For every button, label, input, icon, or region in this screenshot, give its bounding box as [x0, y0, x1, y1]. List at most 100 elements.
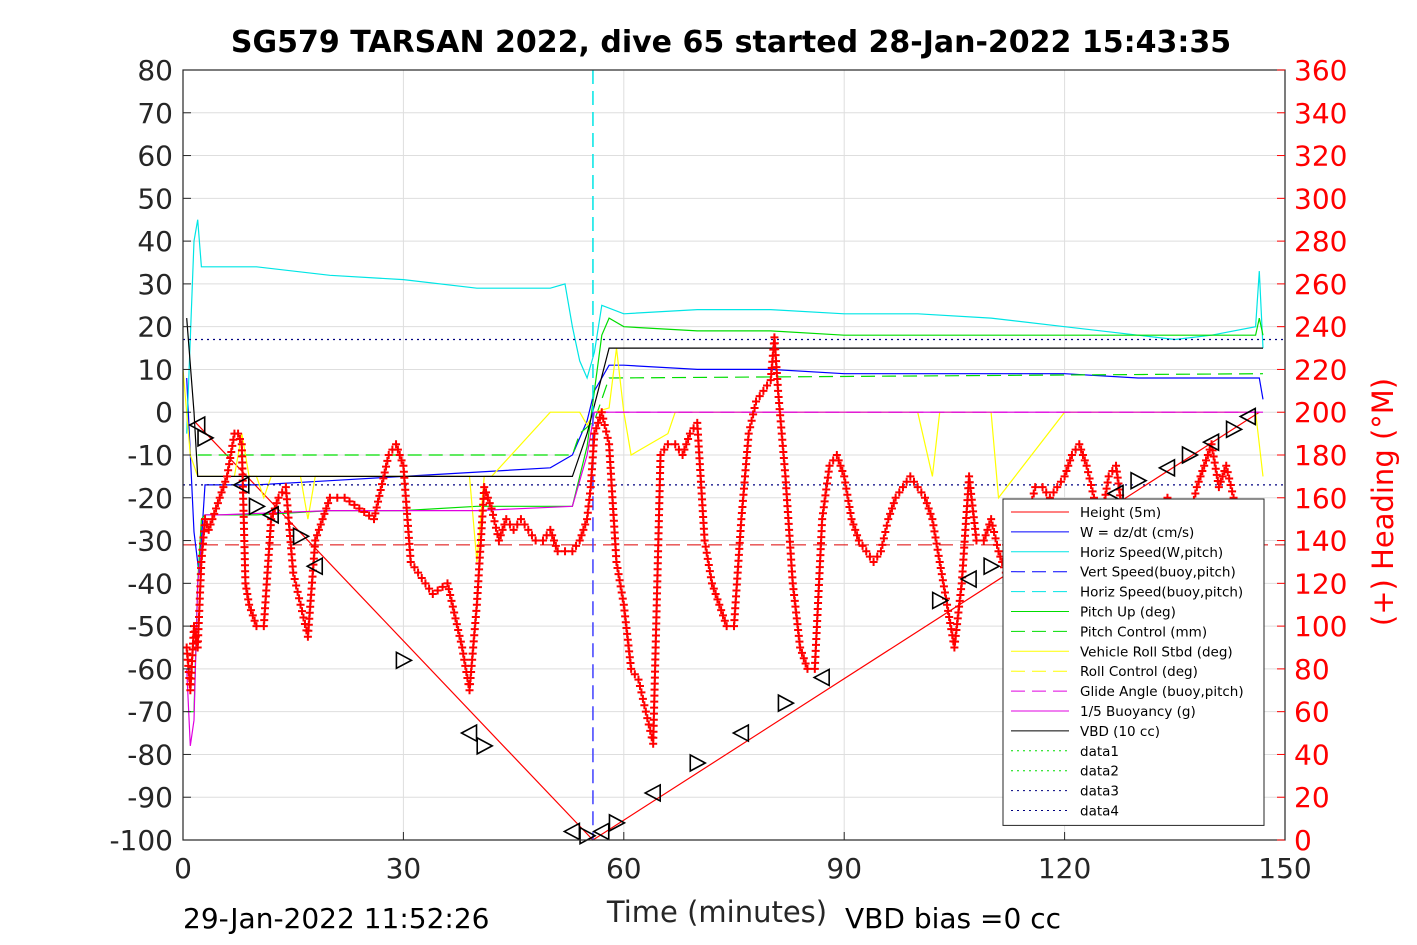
right-tick-label-4: 280 [1294, 225, 1347, 258]
left-tick-label-10: -20 [127, 482, 173, 515]
heading-point-92 [245, 600, 254, 609]
heading-point-292 [531, 536, 540, 545]
heading-point-850 [1192, 483, 1201, 492]
heading-point-226 [452, 620, 461, 629]
heading-point-305 [579, 525, 588, 534]
x-tick-label-1: 30 [386, 852, 422, 885]
heading-point-295 [546, 525, 555, 534]
heading-point-373 [638, 694, 647, 703]
heading-point-135 [289, 568, 298, 577]
heading-point-377 [644, 720, 653, 729]
heading-point-353 [615, 576, 624, 585]
heading-point-429 [660, 445, 669, 454]
left-tick-label-1: 70 [137, 97, 173, 130]
heading-point-280 [494, 536, 503, 545]
heading-point-374 [640, 701, 649, 710]
heading-point-430 [663, 440, 672, 449]
heading-point-513 [755, 392, 764, 401]
heading-point-627 [847, 515, 856, 524]
heading-point-182 [376, 486, 385, 494]
legend-label-10: 1/5 Buoyancy (g) [1080, 704, 1196, 720]
triangle-marks [187, 407, 1257, 846]
heading-point-176 [365, 511, 374, 520]
heading-point-782 [1087, 480, 1096, 489]
heading-point-769 [1060, 472, 1069, 481]
triangle-marker-1 [197, 428, 215, 448]
heading-point-621 [841, 478, 850, 487]
heading-point-762 [1031, 483, 1040, 492]
heading-point-636 [873, 552, 882, 561]
triangle-marker-23 [1130, 471, 1148, 491]
heading-point-45 [204, 525, 213, 534]
x-axis-ticks: 0 30 60 90 120 150 [174, 832, 1312, 885]
right-tick-label-12: 120 [1294, 567, 1347, 600]
heading-point-770 [1062, 467, 1071, 476]
heading-point-617 [834, 456, 843, 465]
heading-point-188 [384, 451, 393, 459]
heading-point-665 [935, 557, 944, 566]
heading-point-727 [991, 534, 1000, 543]
heading-point-211 [410, 563, 419, 572]
heading-point-229 [456, 637, 465, 646]
heading-point-643 [886, 509, 895, 518]
heading-point-323 [594, 418, 603, 427]
heading-point-181 [375, 491, 384, 500]
heading-point-223 [448, 602, 457, 611]
legend-label-5: Pitch Up (deg) [1080, 605, 1176, 621]
triangle-marker-28 [1238, 407, 1257, 426]
heading-point-768 [1056, 477, 1065, 486]
heading-point-228 [455, 631, 464, 640]
heading-point-225 [451, 614, 460, 623]
heading-point-856 [1203, 451, 1212, 459]
heading-point-273 [483, 493, 492, 502]
heading-point-675 [946, 619, 955, 628]
heading-point-471 [717, 606, 726, 615]
heading-point-616 [832, 451, 841, 459]
heading-point-433 [678, 451, 687, 459]
heading-point-47 [208, 515, 217, 524]
legend-label-3: Vert Speed(buoy,pitch) [1080, 565, 1236, 581]
heading-point-660 [930, 527, 939, 536]
heading-point-647 [895, 488, 904, 497]
legend-label-4: Horiz Speed(buoy,pitch) [1080, 585, 1243, 601]
heading-point-306 [581, 520, 590, 529]
heading-point-371 [635, 682, 644, 690]
heading-point-179 [372, 503, 381, 512]
heading-point-619 [838, 467, 847, 476]
heading-point-193 [397, 456, 406, 465]
heading-point-775 [1075, 440, 1084, 449]
heading-point-217 [433, 586, 442, 595]
triangle-marker-18 [812, 668, 830, 687]
triangle-marker-22 [1106, 484, 1124, 503]
heading-point-761 [1029, 489, 1038, 498]
heading-point-470 [715, 600, 724, 609]
heading-point-136 [290, 575, 299, 584]
heading-point-304 [577, 531, 586, 540]
heading-point-232 [460, 655, 469, 664]
heading-point-639 [879, 534, 888, 543]
heading-point-871 [1225, 474, 1234, 483]
series-line-10 [186, 411, 1263, 746]
heading-point-178 [371, 509, 380, 518]
right-tick-label-17: 20 [1294, 781, 1330, 814]
heading-point-664 [934, 551, 943, 560]
heading-point-783 [1088, 487, 1097, 496]
heading-point-214 [421, 579, 430, 588]
heading-point-142 [299, 613, 308, 622]
heading-point-630 [853, 531, 862, 540]
left-tick-label-6: 20 [137, 311, 173, 344]
heading-point-725 [988, 521, 997, 530]
footer-vbd-bias: VBD bias =0 cc [845, 902, 1061, 935]
heading-point-674 [945, 612, 954, 621]
heading-point-629 [851, 525, 860, 534]
heading-point-218 [438, 582, 447, 591]
heading-point-354 [616, 582, 625, 591]
x-tick-label-2: 60 [606, 852, 642, 885]
heading-point-351 [613, 564, 622, 573]
heading-point-161 [311, 536, 320, 545]
legend-label-12: data1 [1080, 744, 1119, 760]
triangle-marker-25 [1181, 445, 1200, 465]
heading-point-657 [926, 509, 935, 518]
heading-point-165 [318, 515, 327, 524]
heading-point-173 [350, 500, 359, 509]
